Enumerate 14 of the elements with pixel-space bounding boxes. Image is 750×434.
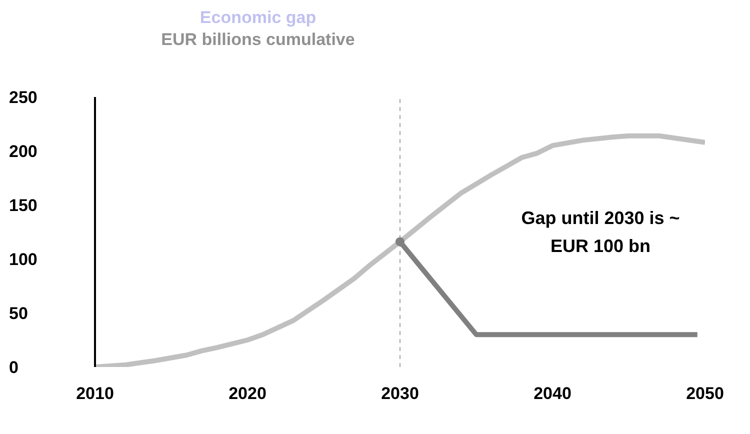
- y-tick-label: 100: [9, 250, 38, 270]
- y-tick-label: 0: [9, 358, 18, 378]
- y-tick-label: 250: [9, 88, 38, 108]
- x-tick-label: 2020: [228, 384, 266, 404]
- chart-title: Economic gap: [198, 8, 318, 28]
- chart-subtitle: EUR billions cumulative: [160, 30, 356, 50]
- x-tick-label: 2030: [381, 384, 419, 404]
- y-tick-label: 200: [9, 142, 38, 162]
- annotation: Gap until 2030 is ~ EUR 100 bn: [520, 207, 681, 258]
- y-tick-label: 150: [9, 196, 38, 216]
- x-tick-label: 2010: [76, 384, 114, 404]
- x-tick-label: 2040: [534, 384, 572, 404]
- x-tick-label: 2050: [686, 384, 724, 404]
- y-tick-label: 50: [9, 304, 28, 324]
